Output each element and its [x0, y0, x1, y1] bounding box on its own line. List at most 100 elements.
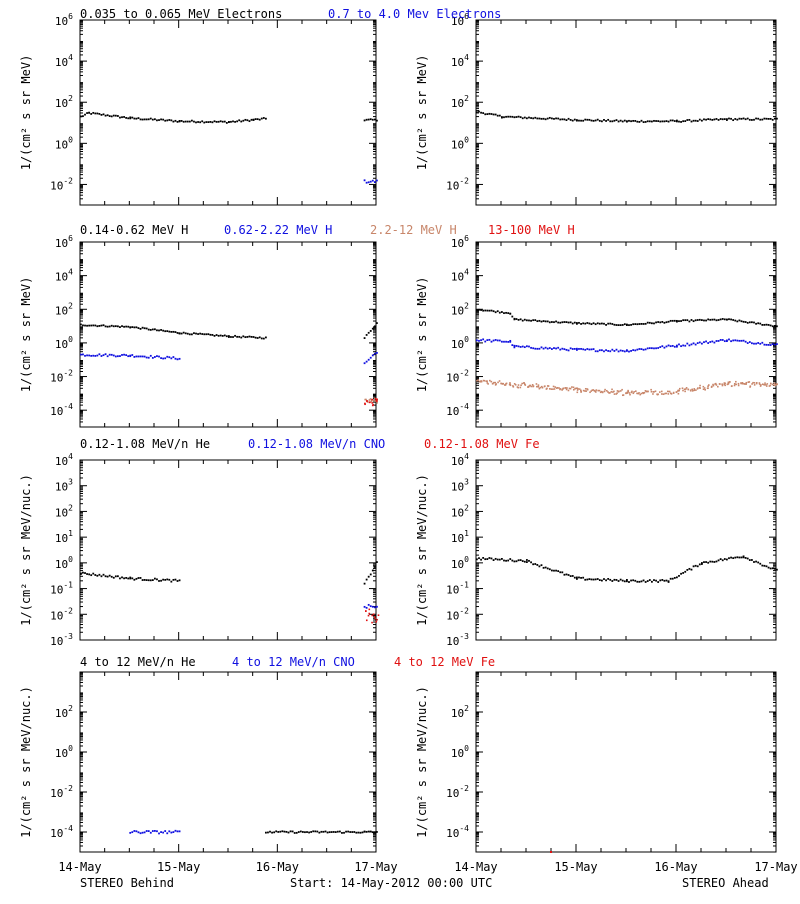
data-point — [607, 118, 610, 121]
data-point — [643, 391, 646, 394]
data-point — [698, 318, 701, 321]
data-point — [117, 115, 119, 117]
data-point — [598, 579, 601, 581]
data-point — [133, 578, 136, 581]
data-point — [88, 324, 91, 327]
data-point — [686, 569, 689, 571]
data-point — [576, 349, 578, 351]
data-point — [569, 321, 572, 324]
y-tick-exponent: -2 — [63, 176, 73, 185]
footer-layer: STEREO Behind Start: 14-May-2012 00:00 U… — [80, 876, 769, 890]
data-point — [698, 118, 701, 121]
data-point — [605, 349, 607, 352]
data-point — [528, 319, 530, 322]
data-point — [496, 558, 499, 561]
data-point — [497, 381, 499, 384]
data-point — [663, 120, 666, 123]
data-point — [188, 120, 191, 123]
data-point — [604, 388, 606, 391]
data-point — [532, 347, 535, 350]
data-point — [719, 558, 722, 561]
data-point — [594, 119, 597, 122]
data-point — [701, 342, 703, 345]
data-point — [534, 563, 537, 565]
data-point — [703, 341, 705, 344]
data-point — [297, 831, 300, 833]
data-point — [707, 118, 710, 120]
y-tick-label: 100 — [451, 335, 469, 351]
data-point — [642, 323, 645, 325]
data-point — [137, 327, 140, 329]
data-point — [632, 119, 635, 122]
data-point — [230, 120, 232, 123]
data-point — [225, 335, 228, 338]
data-point — [221, 120, 224, 123]
data-point — [347, 830, 350, 833]
data-point — [758, 382, 761, 384]
data-point — [576, 322, 578, 324]
data-point — [501, 340, 503, 343]
data-point — [106, 114, 109, 117]
data-point — [135, 577, 138, 580]
data-point — [123, 325, 125, 328]
data-point — [769, 324, 772, 327]
data-point — [92, 111, 95, 114]
data-point — [709, 560, 712, 563]
data-point — [651, 580, 653, 583]
data-point — [503, 312, 505, 315]
data-point — [698, 341, 701, 344]
data-point — [147, 118, 150, 121]
data-point — [160, 357, 162, 360]
data-point — [88, 354, 91, 357]
y-tick-exponent: 2 — [68, 301, 73, 310]
y-tick-base: 10 — [50, 827, 63, 840]
data-point — [524, 384, 527, 386]
data-point — [565, 119, 568, 122]
y-tick-base: 10 — [446, 372, 459, 385]
data-point — [493, 381, 495, 384]
data-point — [567, 117, 570, 120]
data-point — [642, 121, 645, 124]
data-point — [482, 379, 485, 382]
data-point — [692, 119, 695, 122]
data-point — [162, 118, 165, 121]
y-tick-base: 10 — [446, 609, 459, 622]
data-point — [129, 326, 132, 329]
data-point — [538, 565, 541, 568]
data-point — [619, 578, 622, 581]
legend-entry: 4 to 12 MeV/n CNO — [232, 655, 355, 669]
data-point — [605, 579, 607, 582]
data-point — [573, 321, 576, 324]
data-point — [332, 831, 335, 833]
data-point — [530, 319, 532, 322]
data-point — [139, 355, 142, 358]
data-point — [236, 120, 239, 123]
y-axis-label: 1/(cm² s sr MeV/nuc.) — [19, 474, 33, 626]
y-tick-label: 10-3 — [50, 632, 73, 648]
y-tick-base: 10 — [451, 237, 464, 250]
data-point — [682, 389, 684, 392]
data-point — [330, 831, 333, 833]
data-point — [550, 388, 553, 390]
data-point — [546, 567, 549, 570]
data-point — [678, 343, 680, 346]
data-point — [721, 118, 724, 121]
data-point — [545, 388, 548, 390]
data-point — [753, 382, 756, 384]
data-point — [676, 344, 678, 347]
data-point — [527, 385, 530, 388]
data-point — [678, 387, 681, 390]
data-point — [736, 556, 739, 559]
data-point — [584, 387, 587, 390]
data-point — [648, 347, 651, 350]
data-point — [562, 388, 564, 390]
data-point — [586, 578, 589, 581]
data-point — [117, 325, 119, 328]
data-point — [709, 341, 712, 343]
data-point — [702, 385, 705, 388]
data-point — [503, 116, 505, 119]
data-point — [80, 573, 82, 575]
y-tick-label: 100 — [55, 135, 73, 151]
data-point — [367, 575, 370, 578]
data-point — [571, 119, 574, 122]
